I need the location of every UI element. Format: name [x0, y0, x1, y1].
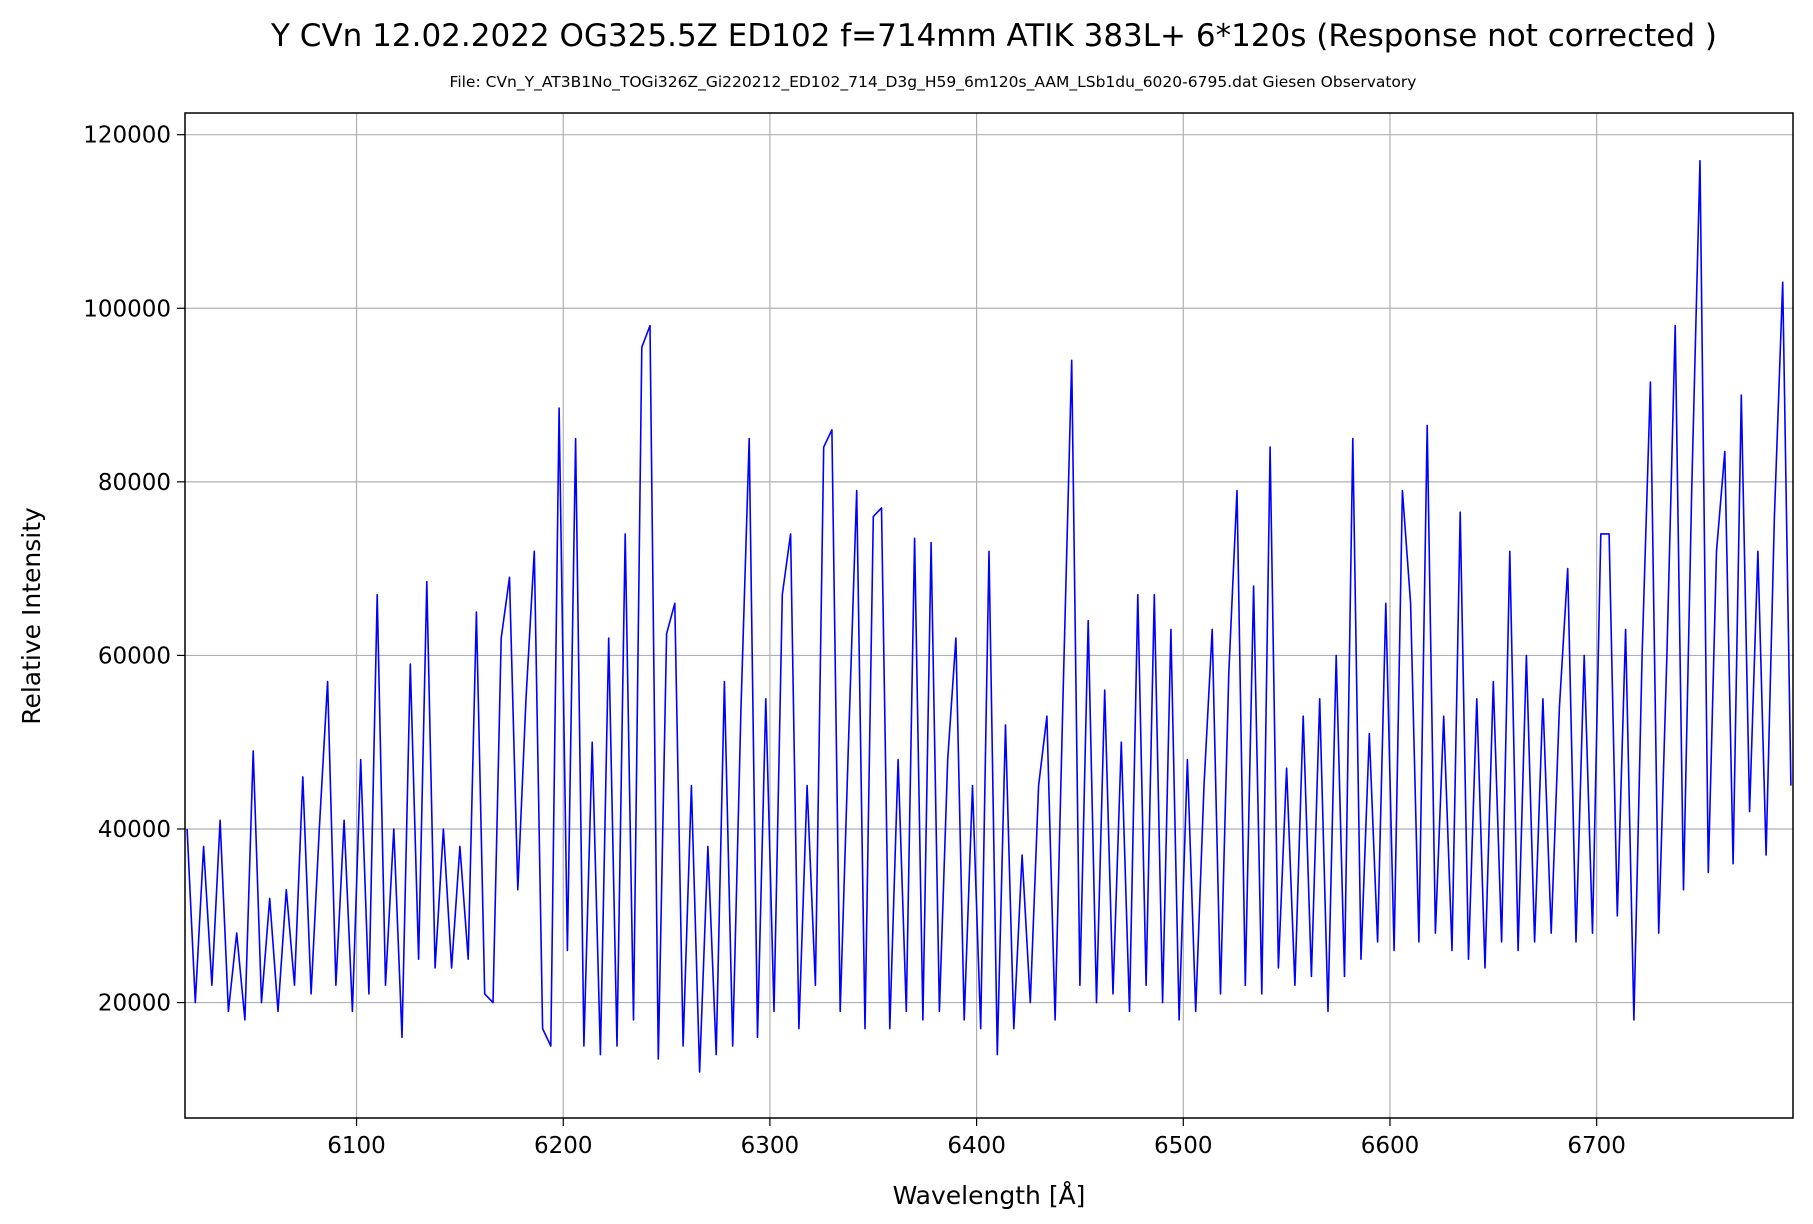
y-tick-label: 80000: [98, 470, 171, 496]
chart-subtitle: File: CVn_Y_AT3B1No_TOGi326Z_Gi220212_ED…: [450, 73, 1417, 92]
x-tick-label: 6300: [741, 1133, 800, 1159]
y-axis-label: Relative Intensity: [17, 507, 46, 725]
chart-title: Y CVn 12.02.2022 OG325.5Z ED102 f=714mm …: [270, 18, 1717, 54]
x-tick-label: 6100: [327, 1133, 386, 1159]
y-tick-label: 100000: [83, 296, 171, 322]
x-tick-label: 6600: [1361, 1133, 1420, 1159]
y-tick-label: 40000: [98, 817, 171, 843]
y-tick-label: 120000: [83, 123, 171, 149]
spectrum-line: [186, 159, 1792, 1073]
plot-frame: [184, 112, 1794, 1119]
y-tick-label: 20000: [98, 991, 171, 1017]
x-tick-label: 6200: [534, 1133, 593, 1159]
y-tick-label: 60000: [98, 643, 171, 669]
x-tick-label: 6700: [1567, 1133, 1626, 1159]
x-tick-label: 6400: [947, 1133, 1006, 1159]
x-axis-label: Wavelength [Å]: [893, 1181, 1086, 1210]
x-tick-label: 6500: [1154, 1133, 1213, 1159]
